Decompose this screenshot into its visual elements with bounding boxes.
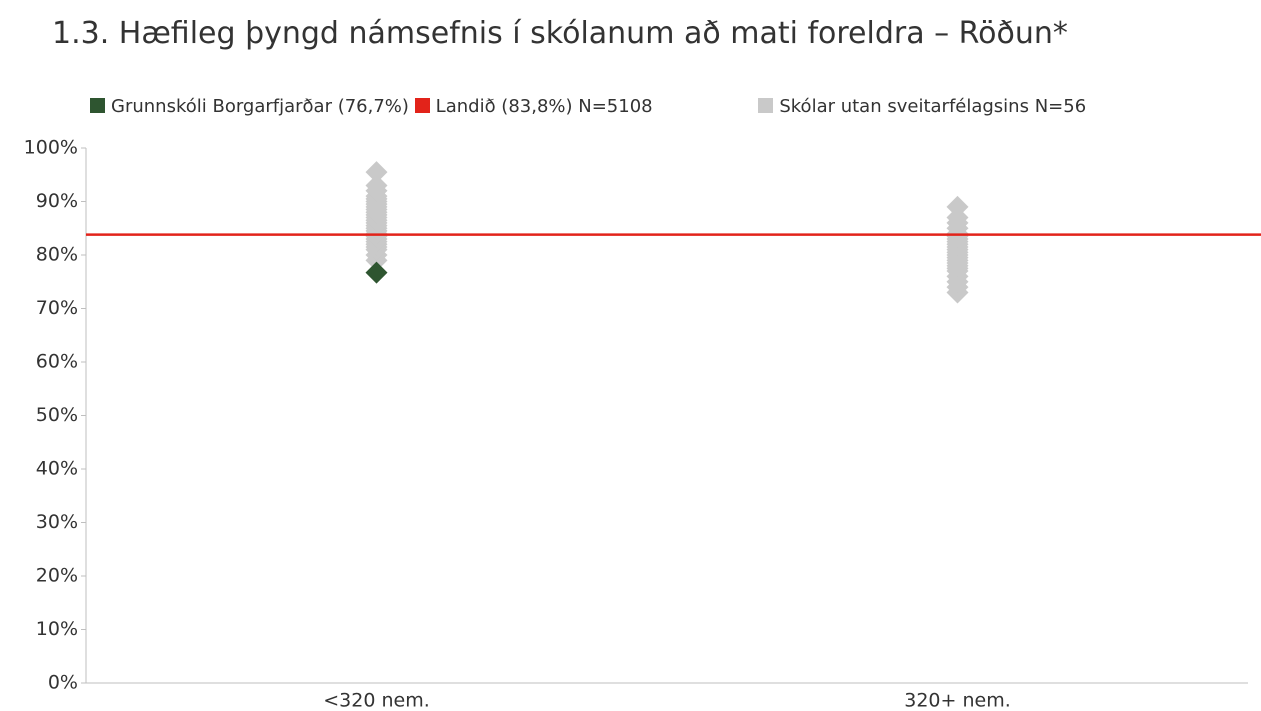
y-tick-label: 80% <box>36 244 78 266</box>
point <box>365 261 388 284</box>
y-tick-label: 10% <box>36 618 78 640</box>
y-tick-label: 90% <box>36 190 78 212</box>
legend-label: Landið (83,8%) N=5108 <box>435 96 653 117</box>
x-tick-label: <320 nem. <box>323 690 430 711</box>
y-tick-label: 60% <box>36 351 78 373</box>
y-tick-label: 70% <box>36 297 78 319</box>
legend-entry: Skólar utan sveitarfélagsins N=56 <box>758 96 1086 117</box>
point <box>365 161 388 184</box>
legend-swatch <box>90 98 105 113</box>
y-tick-label: 100% <box>24 137 78 159</box>
legend-swatch <box>758 98 774 113</box>
y-tick-label: 30% <box>36 511 78 533</box>
y-tick-label: 0% <box>48 672 78 694</box>
y-tick-label: 40% <box>36 458 78 480</box>
point <box>365 174 388 197</box>
legend-entry: Grunnskóli Borgarfjarðar (76,7%) <box>90 96 409 117</box>
legend-label: Grunnskóli Borgarfjarðar (76,7%) <box>111 96 409 117</box>
x-tick-label: 320+ nem. <box>904 690 1011 711</box>
legend-swatch <box>414 98 430 113</box>
y-tick-label: 50% <box>36 404 78 426</box>
legend-label: Skólar utan sveitarfélagsins N=56 <box>779 96 1087 117</box>
legend-entry: Landið (83,8%) N=5108 <box>414 96 653 117</box>
chart-title: 1.3. Hæfileg þyngd námsefnis í skólanum … <box>52 16 1068 51</box>
legend: Grunnskóli Borgarfjarðar (76,7%) Landið … <box>90 94 1261 120</box>
point <box>946 195 969 218</box>
y-tick-label: 20% <box>36 565 78 587</box>
